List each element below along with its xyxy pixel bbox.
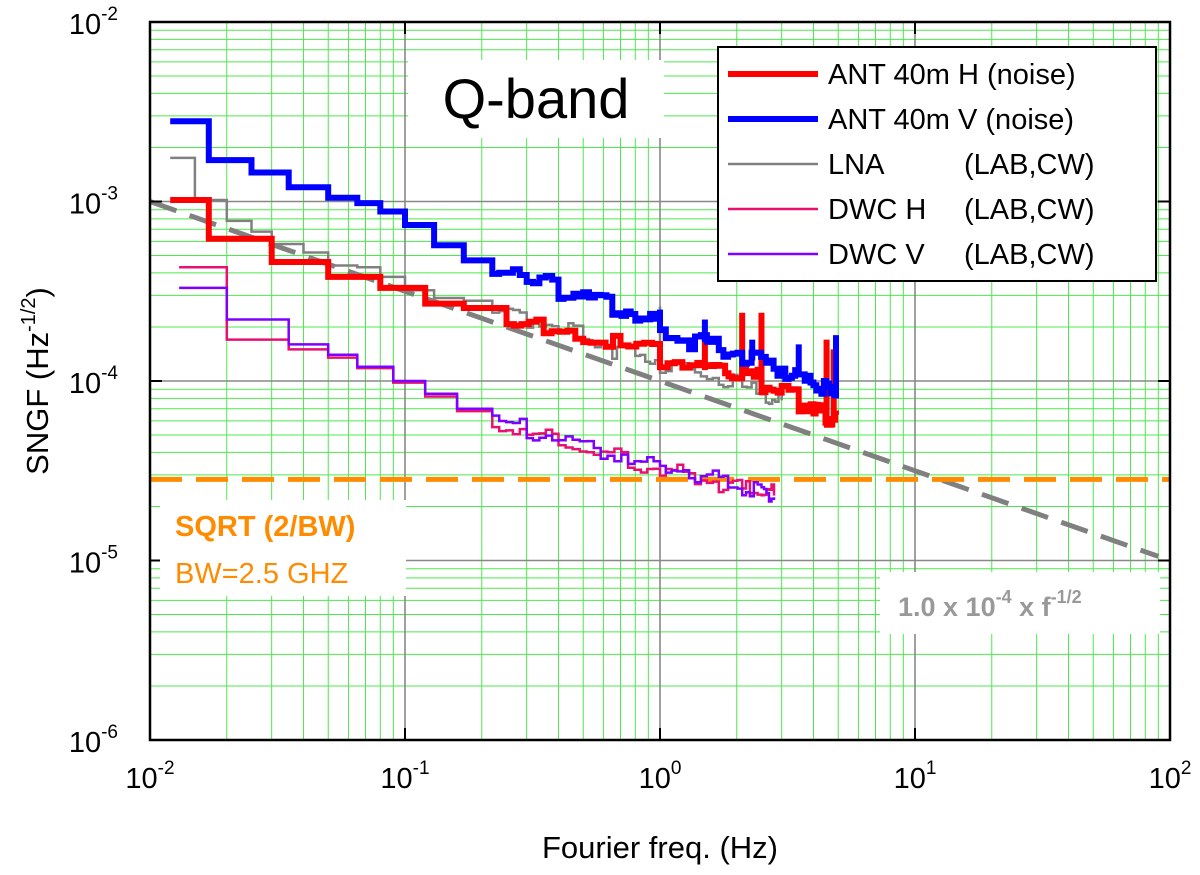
legend-label-1: ANT 40m V (noise) — [828, 104, 1074, 136]
sqrt-label: SQRT (2/BW) — [175, 511, 355, 543]
legend-tag-4: (LAB,CW) — [964, 239, 1095, 271]
x-tick-label: 100 — [639, 758, 682, 795]
bw-label: BW=2.5 GHZ — [175, 558, 348, 590]
axis-ticks — [149, 21, 1171, 741]
powerlaw-annotation-box — [880, 572, 1160, 634]
powerlaw-f-exp: -1/2 — [1051, 587, 1082, 607]
legend-label-4: DWC V — [828, 239, 925, 271]
y-axis-title-end: ) — [20, 287, 55, 297]
series-line-4 — [179, 286, 776, 503]
y-tick-label: 10-4 — [69, 363, 119, 400]
legend-tag-3: (LAB,CW) — [964, 194, 1095, 226]
powerlaw-label: 1.0 x 10-4 x f-1/2 — [898, 587, 1082, 622]
powerlaw-coef-exp: -4 — [996, 587, 1012, 607]
series-line-1 — [170, 118, 839, 399]
x-tick-label: 10-2 — [125, 758, 174, 795]
powerlaw-mid: x f — [1012, 592, 1052, 622]
y-tick-label: 10-5 — [69, 543, 118, 580]
y-axis-title: SNGF (Hz-1/2) — [18, 287, 55, 475]
series-line-0 — [170, 197, 839, 428]
series-line-3 — [179, 266, 776, 497]
x-axis-title: Fourier freq. (Hz) — [542, 830, 778, 865]
y-axis-title-sup: -1/2 — [18, 297, 40, 331]
x-tick-label: 10-1 — [380, 758, 429, 795]
y-axis-title-main: SNGF (Hz — [20, 332, 55, 475]
y-tick-label: 10-3 — [69, 184, 118, 221]
x-tick-label: 101 — [894, 758, 937, 795]
band-label: Q-band — [443, 67, 630, 130]
powerlaw-coef: 1.0 x 10 — [898, 592, 996, 622]
legend-label-0: ANT 40m H (noise) — [828, 59, 1076, 91]
band-label-box — [408, 60, 664, 138]
series-lines — [170, 118, 839, 503]
sqrt-annotation-box — [160, 500, 406, 596]
y-tick-label: 10-2 — [69, 4, 118, 41]
x-tick-label: 102 — [1149, 758, 1192, 795]
legend: ANT 40m H (noise) ANT 40m V (noise) LNA (LA… — [717, 46, 1157, 282]
legend-label-2: LNA — [828, 149, 885, 181]
y-tick-label: 10-6 — [69, 722, 118, 759]
legend-label-3: DWC H — [828, 194, 926, 226]
legend-tag-2: (LAB,CW) — [964, 149, 1095, 181]
tick-labels: 10-2 10-1 100 101 102 10-6 10-5 10-4 10-3 10-2 — [69, 4, 1192, 795]
